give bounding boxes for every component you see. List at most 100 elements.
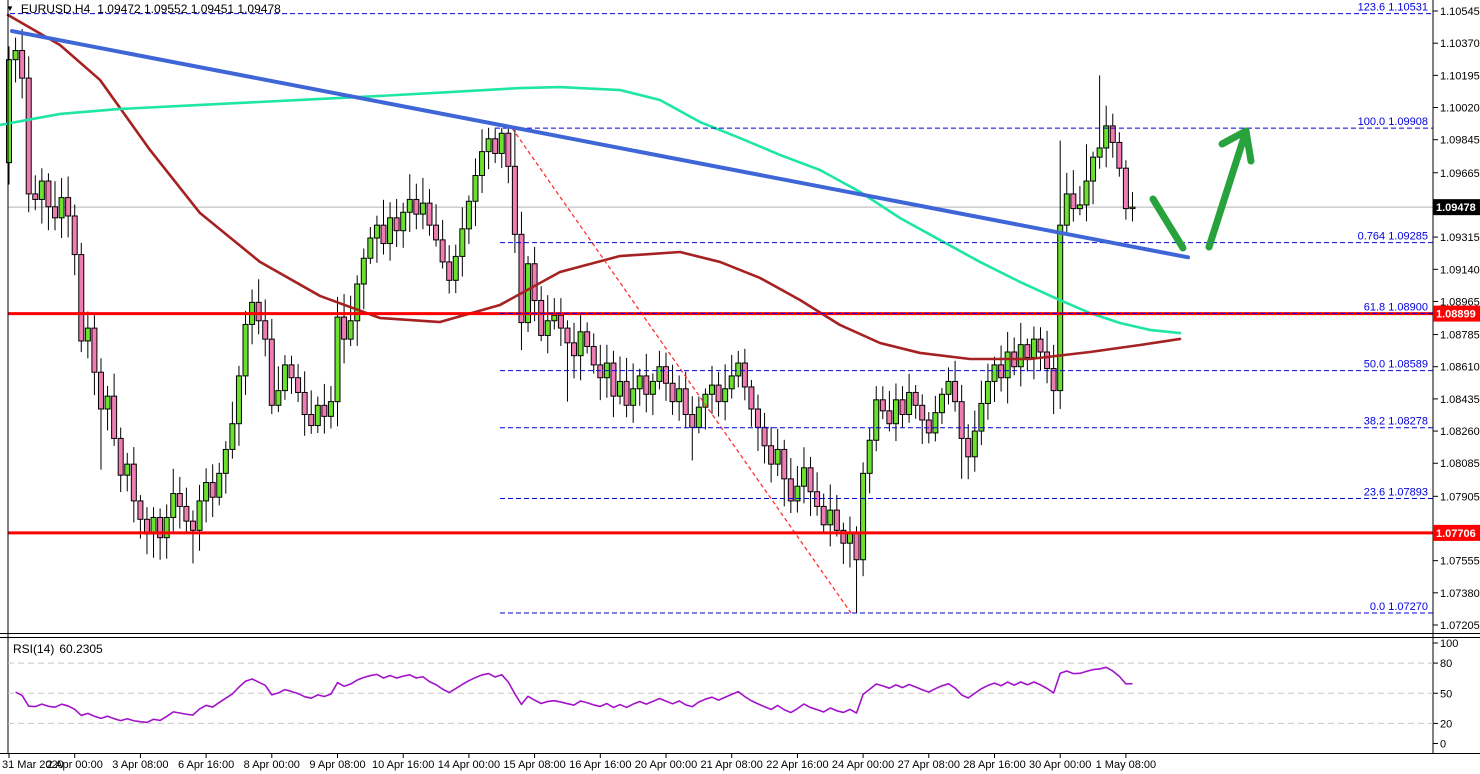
time-label: 31 Mar 2020	[2, 759, 64, 771]
candle-body	[406, 198, 413, 213]
candle-body	[938, 393, 945, 414]
candle-body	[130, 463, 137, 502]
candle-body	[886, 410, 893, 425]
candle-body	[176, 493, 183, 507]
time-label: 28 Apr 16:00	[963, 759, 1025, 771]
fib-label: 50.0 1.08589	[1364, 359, 1428, 371]
candle-body	[275, 390, 282, 406]
time-label: 16 Apr 16:00	[569, 759, 631, 771]
candle-body	[597, 364, 604, 379]
candle-body	[978, 402, 985, 432]
candle-body	[1024, 344, 1031, 359]
price-tick-label: 1.10195	[1440, 70, 1480, 82]
candle-body	[354, 283, 361, 322]
time-label: 27 Apr 08:00	[898, 759, 960, 771]
candle-body	[485, 138, 492, 153]
candle-body	[1050, 368, 1057, 392]
candle-body	[584, 331, 591, 347]
price-tick-label: 1.08435	[1440, 394, 1480, 406]
candle-body	[525, 263, 532, 324]
candle-body	[754, 408, 761, 428]
candle-body	[1090, 156, 1097, 182]
candle-body	[439, 239, 446, 263]
time-label: 20 Apr 00:00	[635, 759, 697, 771]
candle-body	[78, 254, 85, 342]
rsi-header: RSI(14) 60.2305	[13, 642, 103, 656]
candle-body	[656, 366, 663, 382]
arrow-up-annotation[interactable]	[1149, 127, 1255, 252]
candle-body	[268, 338, 275, 406]
rsi-indicator-label: RSI(14)	[13, 642, 55, 656]
candle-body	[794, 485, 801, 502]
candle-body	[262, 320, 269, 340]
candle-body	[748, 386, 755, 410]
price-tick-label: 1.08965	[1440, 296, 1480, 308]
candle-body	[991, 364, 998, 382]
candle-body	[84, 327, 91, 342]
candle-body	[952, 380, 959, 403]
candle-body	[235, 375, 242, 425]
candle-body	[557, 314, 564, 329]
candle-body	[380, 224, 387, 245]
candle-body	[459, 228, 466, 257]
candle-body	[196, 500, 203, 531]
candle-body	[820, 505, 827, 526]
candle-body	[393, 217, 400, 232]
time-label: 6 Apr 16:00	[178, 759, 234, 771]
candle-body	[209, 482, 216, 498]
candle-body	[189, 520, 196, 531]
candle-body	[564, 327, 571, 344]
candle-body	[511, 165, 518, 235]
time-label: 10 Apr 16:00	[372, 759, 434, 771]
candle-body	[682, 388, 689, 416]
candle-body	[242, 323, 249, 377]
candle-body	[465, 200, 472, 230]
candle-body	[695, 406, 702, 428]
time-label: 15 Apr 08:00	[503, 759, 565, 771]
price-tag	[1433, 524, 1480, 541]
price-tick-label: 1.07905	[1440, 491, 1480, 503]
candle-body	[91, 327, 98, 373]
candle-body	[419, 202, 426, 215]
candle-body	[1030, 338, 1037, 359]
price-tick-label: 1.07205	[1440, 620, 1480, 632]
candle-body	[998, 364, 1005, 379]
candle-body	[544, 320, 551, 336]
time-label: 22 Apr 16:00	[766, 759, 828, 771]
time-label: 1 May 08:00	[1096, 759, 1157, 771]
candle-body	[1037, 338, 1044, 353]
arrow-stroke[interactable]	[1242, 127, 1255, 165]
candle-body	[45, 180, 52, 208]
price-tick-label: 1.07380	[1440, 588, 1480, 600]
price-tag-label: 1.09478	[1436, 202, 1476, 214]
candle-body	[1109, 125, 1116, 143]
candle-body	[65, 197, 72, 217]
candle-body	[6, 59, 12, 164]
arrow-stroke[interactable]	[1149, 195, 1187, 252]
candle-body	[321, 404, 328, 417]
fib-label: 61.8 1.08900	[1364, 301, 1428, 313]
candle-body	[643, 375, 650, 395]
candle-body	[1083, 180, 1090, 206]
candle-body	[919, 404, 926, 421]
rsi-tick-label: 20	[1440, 718, 1452, 730]
price-tick-label: 1.08260	[1440, 426, 1480, 438]
candle-body	[308, 414, 315, 427]
rsi-tick-label: 80	[1440, 658, 1452, 670]
candle-body	[1103, 125, 1110, 149]
arrow-stroke[interactable]	[1205, 127, 1250, 251]
candle-body	[1063, 193, 1070, 226]
candle-body	[433, 224, 440, 241]
candle-body	[787, 478, 794, 502]
arrow-stroke[interactable]	[1218, 127, 1250, 148]
candle-body	[833, 509, 840, 531]
time-label: 9 Apr 08:00	[309, 759, 365, 771]
candle-body	[1017, 344, 1024, 368]
candle-body	[505, 132, 512, 167]
candle-body	[551, 314, 558, 322]
ma-fast-darkred-line	[6, 13, 1182, 361]
trendline-blue[interactable]	[10, 29, 1190, 260]
candle-body	[12, 50, 19, 61]
candle-body	[1116, 141, 1123, 169]
